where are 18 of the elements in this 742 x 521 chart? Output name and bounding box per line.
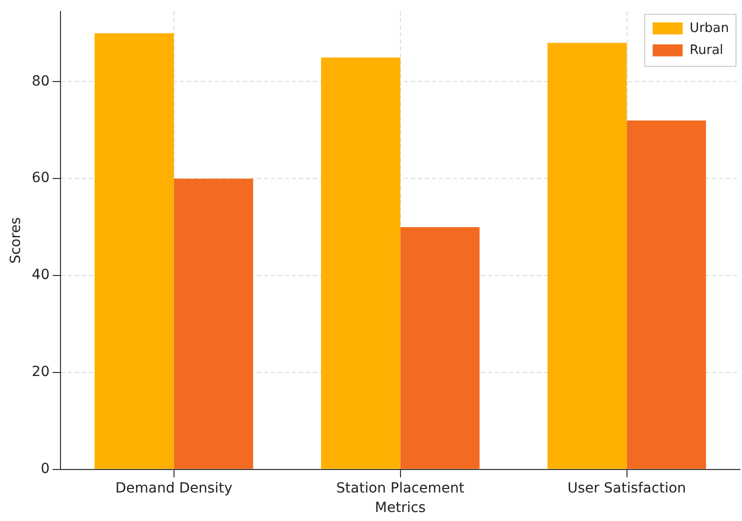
bar (321, 57, 400, 469)
y-tick-label: 60 (32, 170, 50, 186)
bar (94, 33, 174, 469)
y-tick-label: 80 (32, 73, 50, 90)
y-tick-label: 0 (40, 461, 50, 478)
x-axis-title: Metrics (374, 500, 426, 516)
legend-label: Rural (690, 42, 724, 58)
x-tick-label: Demand Density (115, 480, 232, 496)
legend-label: Urban (690, 20, 730, 36)
bar (626, 120, 706, 469)
x-tick-label: Station Placement (336, 480, 465, 496)
y-tick-label: 20 (32, 364, 50, 380)
bar (174, 178, 254, 469)
bar (400, 227, 480, 469)
x-tick-label: User Satisfaction (568, 480, 686, 496)
y-tick-label: 40 (32, 267, 50, 284)
bar (548, 42, 627, 469)
y-axis-title: Scores (8, 217, 24, 264)
